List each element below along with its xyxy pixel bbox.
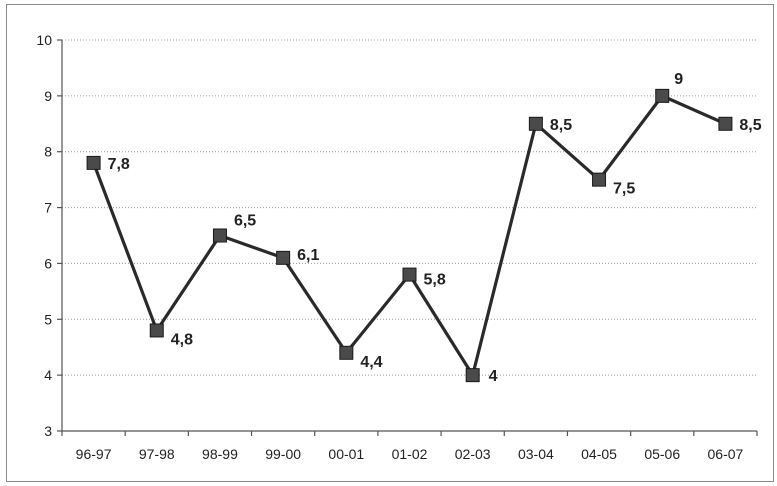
y-tick-label: 6	[44, 255, 52, 271]
data-point-marker	[402, 267, 417, 282]
data-label: 4,8	[171, 331, 193, 348]
data-point-marker	[528, 116, 543, 131]
x-tick-label: 01-02	[392, 446, 428, 462]
y-tick-label: 4	[44, 367, 52, 383]
x-tick-label: 04-05	[581, 446, 617, 462]
x-tick-label: 05-06	[644, 446, 680, 462]
chart-frame	[6, 4, 774, 482]
data-label: 4,4	[360, 354, 382, 371]
data-point-marker	[149, 323, 164, 338]
data-point-marker	[86, 155, 101, 170]
data-point-marker	[592, 172, 607, 187]
y-tick-label: 8	[44, 144, 52, 160]
y-tick-label: 5	[44, 311, 52, 327]
data-point-marker	[718, 116, 733, 131]
data-labels: 7,8 4,8 6,5 6,1 4,4 5,8 4 8,5 7,5 9 8,5	[108, 71, 762, 385]
x-tick-label: 03-04	[518, 446, 554, 462]
x-tick-label: 02-03	[455, 446, 491, 462]
axes: 3 4 5 6 7 8 9 10 96-97 97-98 98-99 99-00 00-01 01-02 0…	[36, 32, 758, 462]
data-label: 4	[489, 368, 498, 385]
x-tick-label: 96-97	[76, 446, 112, 462]
gridlines	[62, 39, 757, 376]
data-label: 8,5	[550, 117, 572, 134]
data-label: 8,5	[739, 117, 761, 134]
data-label: 5,8	[424, 272, 446, 289]
x-tick-label: 00-01	[328, 446, 364, 462]
data-label: 6,5	[234, 213, 256, 230]
data-label: 6,1	[297, 247, 319, 264]
x-tick-label: 97-98	[139, 446, 175, 462]
data-point-marker	[339, 345, 354, 360]
x-tick-label: 06-07	[708, 446, 744, 462]
y-tick-label: 3	[44, 423, 52, 439]
y-tick-label: 9	[44, 88, 52, 104]
y-tick-label: 10	[36, 32, 52, 48]
x-tick-label: 99-00	[265, 446, 301, 462]
data-label: 7,5	[613, 181, 635, 198]
data-label: 7,8	[108, 156, 130, 173]
data-label: 9	[674, 71, 683, 88]
data-point-marker	[276, 250, 291, 265]
x-tick-label: 98-99	[202, 446, 238, 462]
data-point-marker	[655, 88, 670, 103]
y-tick-label: 7	[44, 200, 52, 216]
series	[86, 88, 733, 383]
data-point-marker	[212, 228, 227, 243]
data-point-marker	[465, 368, 480, 383]
